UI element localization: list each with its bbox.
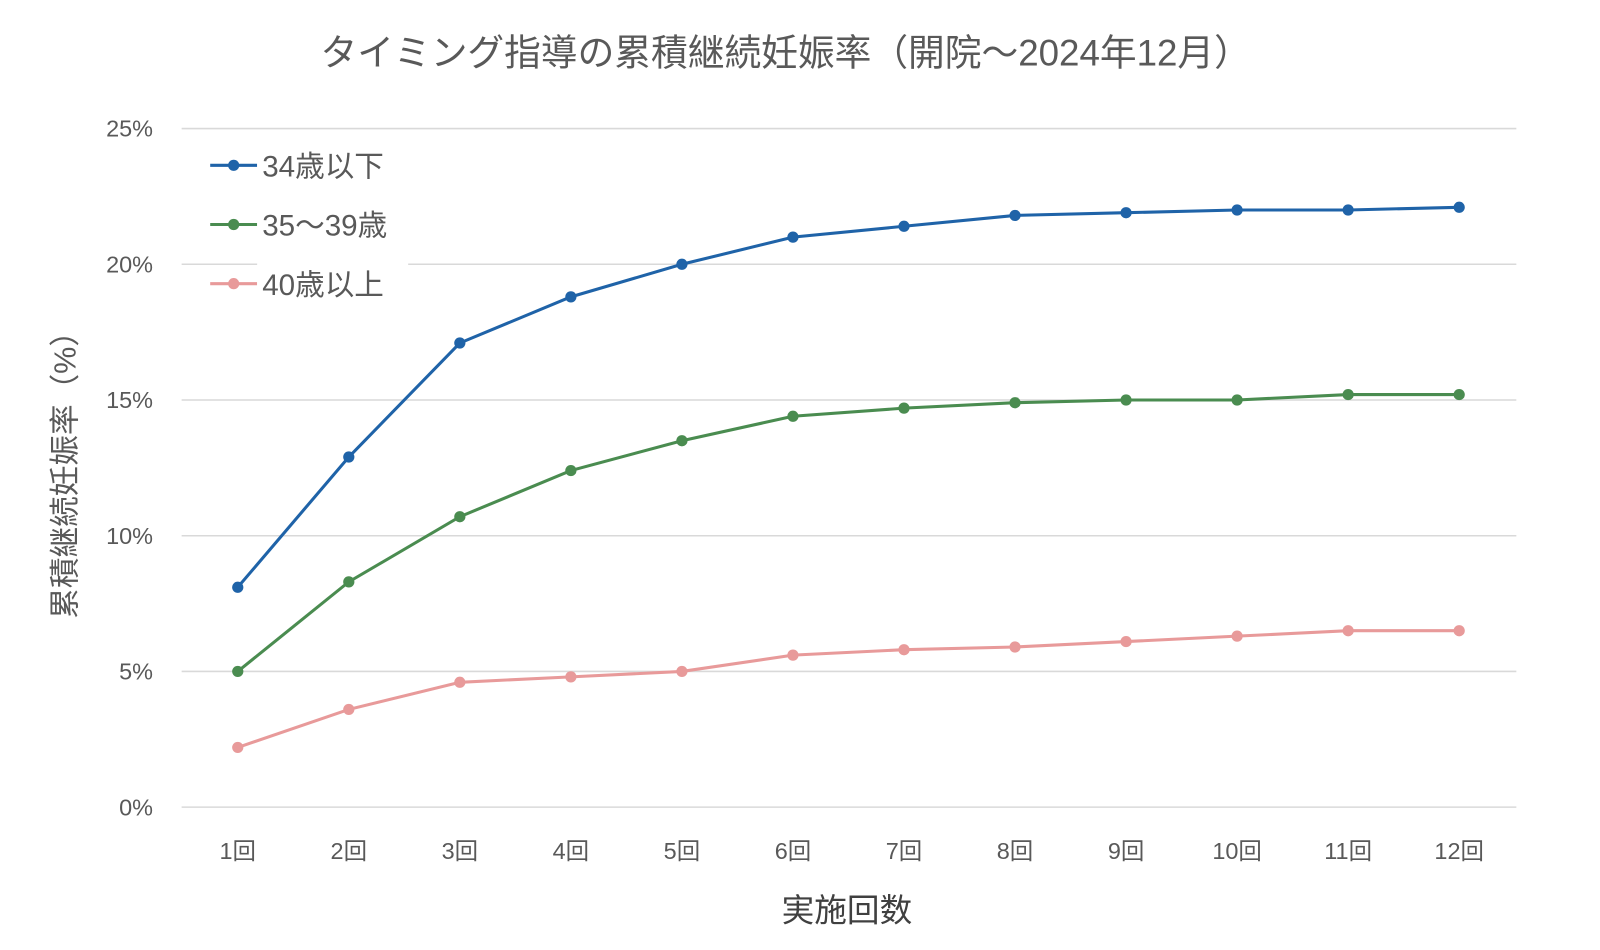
data-point — [343, 451, 355, 463]
y-tick-label: 10% — [106, 523, 153, 549]
x-tick-label: 1回 — [220, 838, 257, 864]
data-point — [898, 402, 910, 414]
data-point — [787, 231, 799, 243]
data-point — [232, 665, 244, 678]
data-point — [898, 220, 910, 232]
legend-background — [257, 142, 409, 188]
data-point — [1231, 204, 1243, 216]
x-tick-label: 11回 — [1324, 838, 1372, 864]
data-point — [787, 649, 799, 661]
data-point — [676, 665, 688, 678]
data-point — [1453, 388, 1465, 401]
x-tick-label: 3回 — [442, 838, 478, 864]
legend-label: 35〜39歳 — [262, 210, 387, 243]
data-point — [1453, 625, 1465, 637]
data-point — [676, 258, 688, 270]
x-tick-label: 12回 — [1434, 838, 1484, 864]
x-axis-label: 実施回数 — [782, 891, 913, 928]
series-lines — [232, 201, 1465, 754]
legend: 34歳以下 35〜39歳 40歳以上 — [210, 142, 409, 307]
legend-marker — [228, 278, 240, 290]
x-tick-labels: 1回 2回 3回 4回 5回 6回 7回 8回 9回 10回 11回 12回 — [220, 838, 1484, 864]
data-point — [1120, 207, 1132, 219]
legend-background — [257, 261, 409, 307]
y-tick-labels: 0% 5% 10% 15% 20% 25% — [106, 116, 153, 821]
series-line — [236, 393, 1460, 673]
legend-background — [257, 202, 409, 247]
data-point — [898, 644, 910, 656]
x-tick-label: 4回 — [553, 838, 590, 864]
chart-title: タイミング指導の累積継続妊娠率（開院〜2024年12月） — [321, 32, 1251, 73]
x-tick-label: 2回 — [331, 838, 368, 864]
y-axis-label: 累積継続妊娠率（%） — [49, 316, 83, 619]
data-point — [565, 291, 577, 303]
y-tick-label: 0% — [119, 794, 153, 820]
data-point — [565, 464, 577, 477]
data-point — [454, 511, 466, 523]
data-point — [1009, 397, 1021, 409]
data-point — [565, 671, 577, 683]
series-line — [236, 205, 1460, 589]
data-point — [1009, 641, 1021, 653]
data-point — [1342, 625, 1354, 637]
data-point — [343, 703, 355, 716]
data-point — [1342, 204, 1354, 216]
series-line — [237, 629, 1460, 749]
data-point — [232, 581, 244, 593]
x-tick-label: 9回 — [1108, 838, 1145, 864]
y-tick-label: 5% — [119, 659, 153, 685]
data-point — [232, 741, 244, 754]
legend-label: 40歳以上 — [262, 269, 384, 302]
data-point — [1231, 394, 1243, 406]
legend-marker — [228, 159, 240, 171]
data-point — [787, 410, 799, 422]
y-tick-label: 20% — [106, 251, 153, 277]
x-tick-label: 5回 — [664, 838, 701, 864]
data-point — [1453, 201, 1465, 213]
x-tick-label: 8回 — [997, 838, 1034, 864]
y-tick-label: 15% — [106, 387, 153, 413]
data-point — [676, 435, 688, 447]
x-tick-label: 10回 — [1212, 838, 1262, 864]
y-tick-label: 25% — [106, 116, 153, 142]
data-point — [454, 676, 466, 688]
x-tick-label: 6回 — [775, 838, 812, 864]
data-point — [1342, 388, 1354, 401]
data-point — [1009, 209, 1021, 222]
data-point — [343, 576, 355, 588]
data-point — [1231, 630, 1243, 642]
legend-marker — [228, 218, 240, 231]
data-point — [1120, 394, 1132, 406]
data-point — [1120, 635, 1132, 648]
data-point — [454, 337, 466, 349]
legend-label: 34歳以下 — [262, 151, 384, 184]
x-tick-label: 7回 — [886, 838, 923, 864]
